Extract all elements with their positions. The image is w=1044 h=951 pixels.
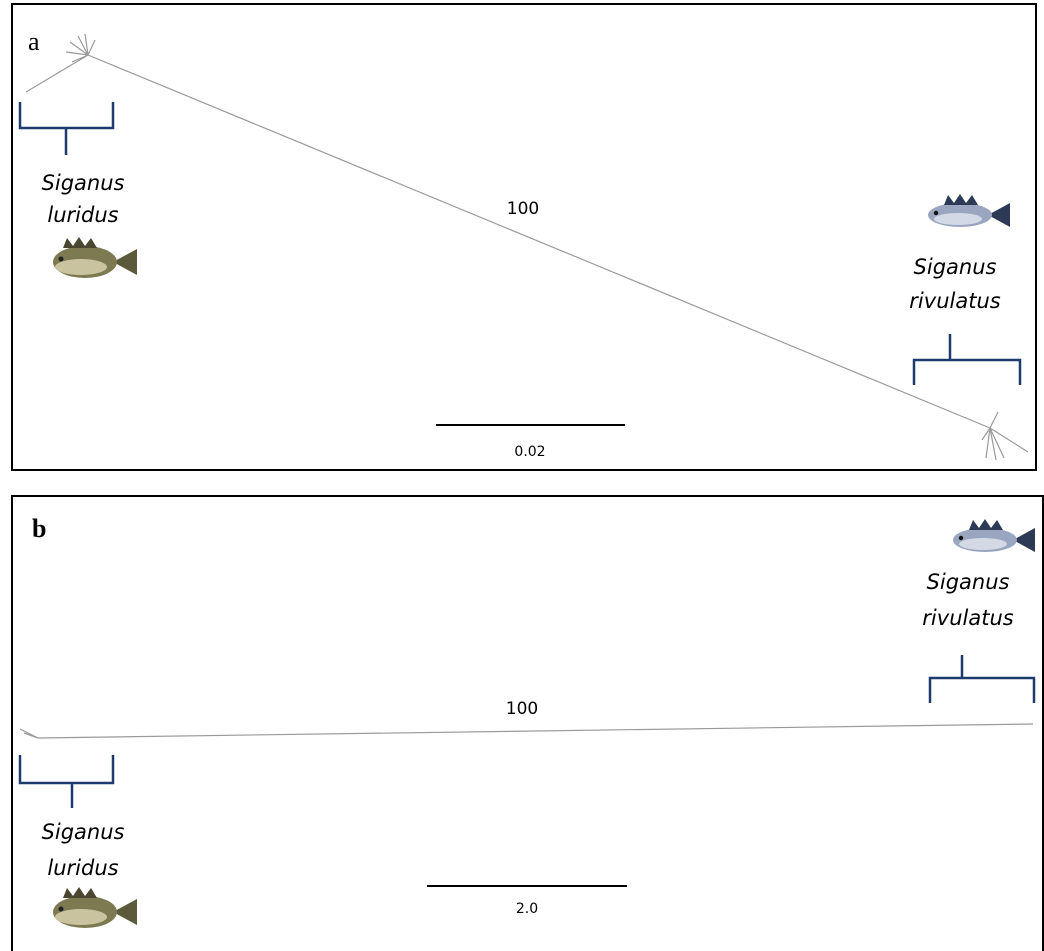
genus-name: Siganus	[914, 255, 997, 279]
bracket	[20, 755, 113, 808]
panel-frame	[12, 4, 1036, 470]
genus-name: Siganus	[927, 570, 1010, 594]
fish-icon	[928, 194, 1010, 227]
species-name: luridus	[47, 203, 118, 227]
scale-label: 0.02	[514, 444, 545, 460]
bracket	[914, 334, 1020, 385]
species-name: rivulatus	[909, 289, 1000, 313]
scale-label: 2.0	[516, 901, 538, 917]
bootstrap-value: 100	[506, 699, 538, 719]
tree	[20, 724, 1033, 738]
bootstrap-value: 100	[507, 199, 539, 219]
genus-name: Siganus	[42, 171, 125, 195]
panel-a: a 100 Siganus luridus Siganus rivulatus …	[12, 4, 1036, 470]
panel-label: a	[28, 27, 40, 56]
fish-icon	[53, 237, 137, 278]
fish-icon	[53, 887, 137, 928]
genus-name: Siganus	[42, 820, 125, 844]
panel-frame	[12, 496, 1043, 951]
panel-label: b	[32, 514, 46, 543]
bracket	[20, 102, 113, 155]
species-name: luridus	[47, 856, 118, 880]
bracket	[930, 655, 1034, 703]
tree	[26, 34, 1028, 460]
fish-icon	[953, 519, 1035, 552]
panel-b: b Siganus rivulatus 100 Siganus luridus …	[12, 496, 1043, 951]
figure: a 100 Siganus luridus Siganus rivulatus …	[0, 0, 1044, 951]
species-name: rivulatus	[922, 606, 1013, 630]
